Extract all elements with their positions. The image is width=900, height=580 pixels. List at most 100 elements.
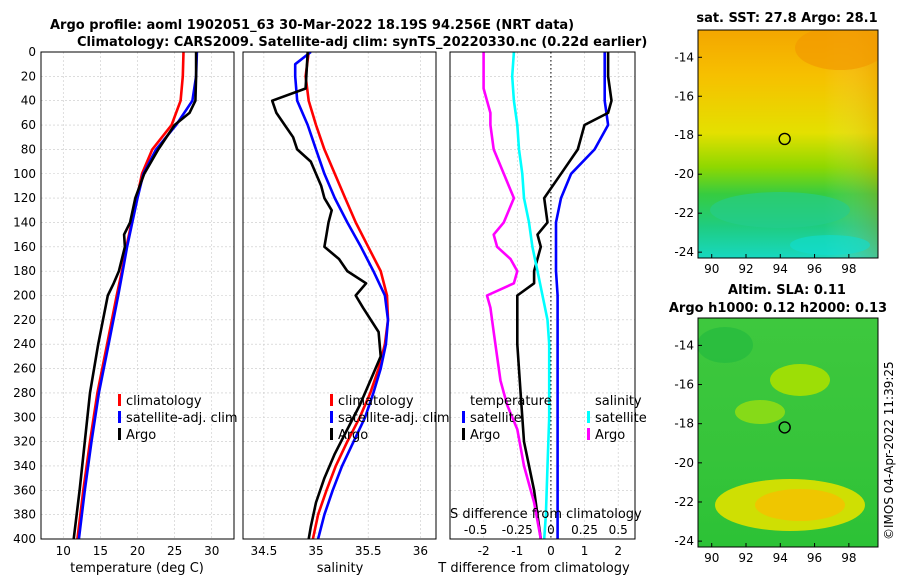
sst-map-title: sat. SST: 27.8 Argo: 28.1 xyxy=(696,11,877,26)
y-tick-label: 260 xyxy=(13,362,36,376)
lat-tick-label: -20 xyxy=(674,456,694,470)
s-difference-tick-labels: -0.5 -0.25 0 0.25 0.5 xyxy=(464,523,628,537)
lon-tick-label: 94 xyxy=(773,262,788,276)
temperature-xlabel: temperature (deg C) xyxy=(70,561,204,576)
legend-swatch-t-argo xyxy=(462,428,465,440)
legend-swatch-climatology xyxy=(118,394,121,406)
legend-s-argo: Argo xyxy=(595,428,625,443)
lat-tick-label: -18 xyxy=(674,128,694,142)
sst-map-panel: sat. SST: 27.8 Argo: 28.1 -14 -16 -18 -20 -2… xyxy=(674,11,879,276)
x-tick-label: 0 xyxy=(547,544,555,558)
lon-tick-label: 98 xyxy=(841,262,856,276)
y-tick-label: 120 xyxy=(13,191,36,205)
series-line-t-argo xyxy=(515,52,613,539)
y-tick-label: 40 xyxy=(21,94,36,108)
series-line-satellite-adj-clim xyxy=(77,52,199,539)
sst-warm-patch xyxy=(795,30,878,70)
legend-satellite: satellite-adj. clim xyxy=(126,411,238,426)
t-difference-xlabel: T difference from climatology xyxy=(437,561,630,576)
lat-tick-label: -20 xyxy=(674,167,694,181)
lon-tick-label: 90 xyxy=(704,262,719,276)
x-tick-label: 20 xyxy=(130,544,145,558)
sla-map-title-line1: Altim. SLA: 0.11 xyxy=(728,283,846,298)
s-tick-label: 0.5 xyxy=(609,523,628,537)
salinity-axes-frame xyxy=(242,51,437,540)
sst-map-frame xyxy=(697,29,879,259)
legend-s-satellite: satellite xyxy=(595,411,647,426)
y-tick-label: 340 xyxy=(13,459,36,473)
legend-swatch-s-satellite xyxy=(587,411,590,423)
legend-swatch-satellite xyxy=(330,411,333,423)
sst-cool-patch xyxy=(710,192,850,228)
difference-panel: -2 -1 0 1 2 S difference from climatology -0… xyxy=(437,51,647,576)
x-tick-label: 1 xyxy=(581,544,589,558)
lat-tick-label: -18 xyxy=(674,417,694,431)
series-line-s-argo xyxy=(482,52,543,539)
legend-swatch-climatology xyxy=(330,394,333,406)
lat-tick-label: -22 xyxy=(674,495,694,509)
y-tick-label: 400 xyxy=(13,532,36,546)
salinity-xlabel: salinity xyxy=(317,561,364,576)
series-line-s-satellite xyxy=(510,52,551,539)
argo-position-marker xyxy=(778,132,791,146)
sla-high-patch-2 xyxy=(735,400,785,424)
y-tick-label: 200 xyxy=(13,289,36,303)
salinity-grid xyxy=(243,51,436,540)
lat-tick-label: -22 xyxy=(674,206,694,220)
x-tick-label: -1 xyxy=(511,544,523,558)
salinity-series xyxy=(270,52,390,539)
depth-tick-labels: 0 20 40 60 80 100 120 140 160 180 200 220 240 260 280 3… xyxy=(13,45,36,546)
y-tick-label: 220 xyxy=(13,313,36,327)
lon-tick-label: 94 xyxy=(773,551,788,565)
legend-swatch-t-satellite xyxy=(462,411,465,423)
legend-temperature-title: temperature xyxy=(470,394,552,409)
figure-title-line1: Argo profile: aoml 1902051_63 30-Mar-202… xyxy=(50,18,574,33)
y-tick-label: 320 xyxy=(13,435,36,449)
figure-title-line2: Climatology: CARS2009. Satellite-adj cli… xyxy=(77,35,647,50)
difference-axes-frame xyxy=(449,51,636,540)
lon-tick-label: 96 xyxy=(807,262,822,276)
y-tick-label: 140 xyxy=(13,215,36,229)
s-tick-label: -0.25 xyxy=(502,523,533,537)
sla-map-frame xyxy=(697,317,879,548)
lat-tick-label: -14 xyxy=(674,50,694,64)
difference-grid xyxy=(450,51,635,540)
x-tick-label: 2 xyxy=(614,544,622,558)
x-tick-label: 30 xyxy=(204,544,219,558)
sst-field xyxy=(698,30,878,258)
series-line-argo xyxy=(72,52,198,539)
legend-swatch-argo xyxy=(330,428,333,440)
temperature-tick-labels: 10 15 20 25 30 xyxy=(56,544,220,558)
x-tick-label: 15 xyxy=(93,544,108,558)
y-tick-label: 280 xyxy=(13,386,36,400)
series-line-climatology xyxy=(304,52,390,539)
sla-map-panel: Altim. SLA: 0.11 Argo h1000: 0.12 h2000:… xyxy=(669,283,887,565)
s-difference-label: S difference from climatology xyxy=(450,507,642,522)
series-line-argo xyxy=(270,52,383,539)
lon-tick-label: 98 xyxy=(841,551,856,565)
difference-legend-temperature: temperature satellite Argo xyxy=(462,394,552,443)
series-line-satellite-adj-clim xyxy=(293,52,390,539)
difference-series xyxy=(482,52,613,539)
x-tick-label: 34.5 xyxy=(251,544,278,558)
lon-tick-label: 90 xyxy=(704,551,719,565)
legend-swatch-satellite xyxy=(118,411,121,423)
x-tick-label: 25 xyxy=(167,544,182,558)
x-tick-label: 35 xyxy=(308,544,323,558)
temperature-legend: climatology satellite-adj. clim Argo xyxy=(118,394,238,443)
y-tick-label: 100 xyxy=(13,167,36,181)
y-tick-label: 160 xyxy=(13,240,36,254)
legend-salinity-title: salinity xyxy=(595,394,642,409)
y-tick-label: 0 xyxy=(28,45,36,59)
imos-credit: ©IMOS 04-Apr-2022 11:39:25 xyxy=(882,361,896,540)
sst-lat-tick-labels: -14 -16 -18 -20 -22 -24 xyxy=(674,50,702,259)
temperature-axes-frame xyxy=(40,51,235,540)
s-tick-label: 0 xyxy=(547,523,555,537)
difference-tick-labels: -2 -1 0 1 2 xyxy=(478,544,622,558)
temperature-panel: 0 20 40 60 80 100 120 140 160 180 200 220 240 260 280 3… xyxy=(13,45,238,576)
y-tick-label: 240 xyxy=(13,337,36,351)
lat-tick-label: -24 xyxy=(674,534,694,548)
legend-t-satellite: satellite xyxy=(470,411,522,426)
sla-low-patch xyxy=(698,327,753,363)
